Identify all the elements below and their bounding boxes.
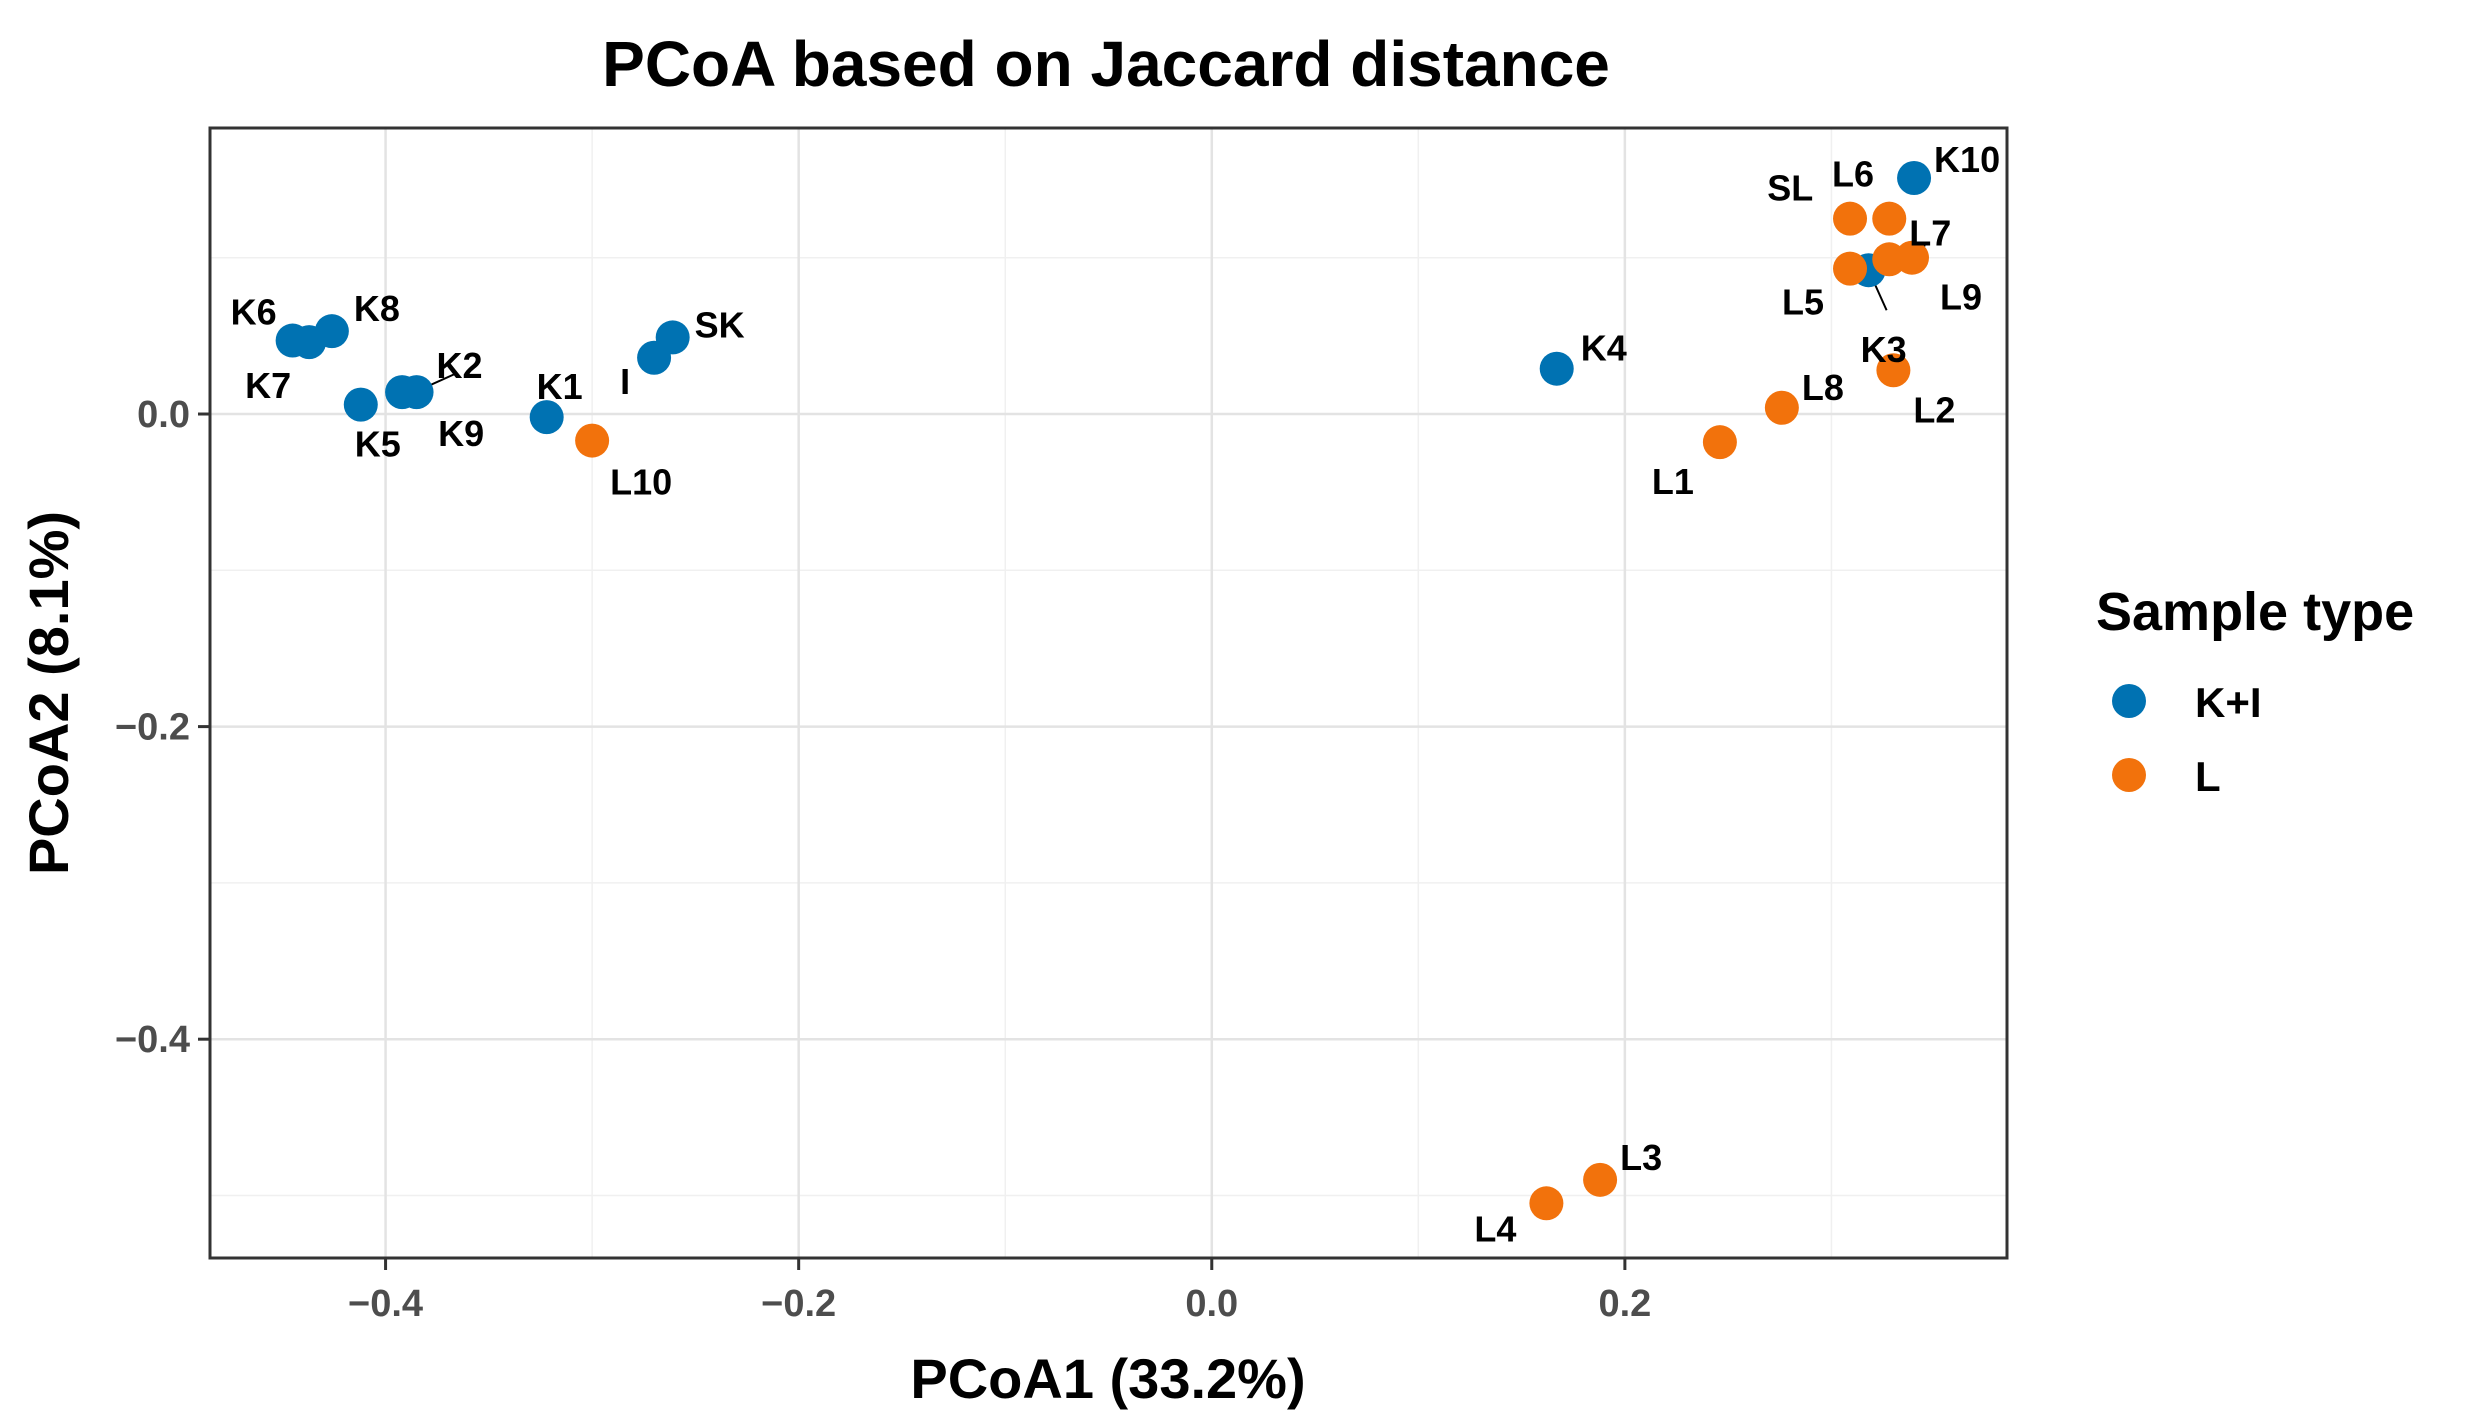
point-label-l4: L4 [1474,1208,1516,1249]
point-k10 [1897,161,1932,196]
point-sk [655,320,690,355]
legend-swatch-k-i [2112,684,2146,718]
point-label-l5: L5 [1782,282,1824,323]
x-axis-title: PCoA1 (33.2%) [910,1347,1305,1410]
label-leader-lines [414,244,1926,394]
grid-lines [210,128,2007,1258]
point-label-k5: K5 [355,424,401,465]
legend-label-k-i: K+I [2195,679,2262,726]
point-label-sk: SK [695,304,745,345]
point-k4 [1539,351,1574,386]
point-l1 [1702,425,1737,460]
point-label-l6: L6 [1832,154,1874,195]
y-tick-label: 0.0 [137,394,190,436]
point-l2 [1876,353,1911,388]
point-label-l7: L7 [1909,212,1951,253]
legend: Sample type K+I L [2096,582,2414,800]
axis-ticks: −0.4 −0.2 0.0 0.2 −0.4 −0.2 0.0 [115,394,1651,1325]
point-label-k6: K6 [231,292,277,333]
point-labels: K1 K2 K3 K4 K5 K6 K7 K8 K9 K10 I SK L1 L2 L3 L4 L5 L6 L7 L8… [231,139,2000,1249]
point-l8 [1764,390,1799,425]
point-label-k7: K7 [245,365,291,406]
point-label-i: I [620,361,630,402]
legend-title: Sample type [2096,582,2414,642]
point-label-k10: K10 [1934,139,2000,180]
point-label-l9: L9 [1940,277,1982,318]
y-tick-label: −0.4 [115,1019,190,1061]
point-label-l10: L10 [610,462,672,503]
x-tick-label: 0.2 [1598,1283,1651,1325]
legend-label-l: L [2195,753,2221,800]
point-l6 [1833,201,1868,236]
y-axis-title: PCoA2 (8.1%) [17,511,80,875]
point-k9 [385,375,420,410]
point-label-k9: K9 [438,413,484,454]
point-k5 [343,387,378,422]
point-k1 [529,400,564,435]
point-l4 [1529,1186,1564,1221]
point-label-k2: K2 [437,345,483,386]
point-l5 [1833,251,1868,286]
point-l10 [575,423,610,458]
point-label-l8: L8 [1802,367,1844,408]
legend-swatch-l [2112,758,2146,792]
chart-title: PCoA based on Jaccard distance [602,28,1610,100]
point-label-k3: K3 [1861,329,1907,370]
data-points [275,161,1932,1221]
x-tick-label: −0.2 [761,1283,836,1325]
point-k8 [314,314,349,349]
point-label-k8: K8 [354,288,400,329]
point-l9 [1894,240,1929,275]
panel-border [208,126,2009,1260]
point-label-k4: K4 [1581,328,1627,369]
x-tick-label: −0.4 [348,1283,423,1325]
point-sl [1872,201,1907,236]
x-tick-label: 0.0 [1185,1283,1238,1325]
point-label-sl: SL [1767,168,1813,209]
point-label-k1: K1 [537,366,583,407]
point-l3 [1583,1162,1618,1197]
point-label-l2: L2 [1913,389,1955,430]
point-label-l1: L1 [1652,461,1694,502]
y-tick-label: −0.2 [115,707,190,749]
point-label-l3: L3 [1620,1137,1662,1178]
